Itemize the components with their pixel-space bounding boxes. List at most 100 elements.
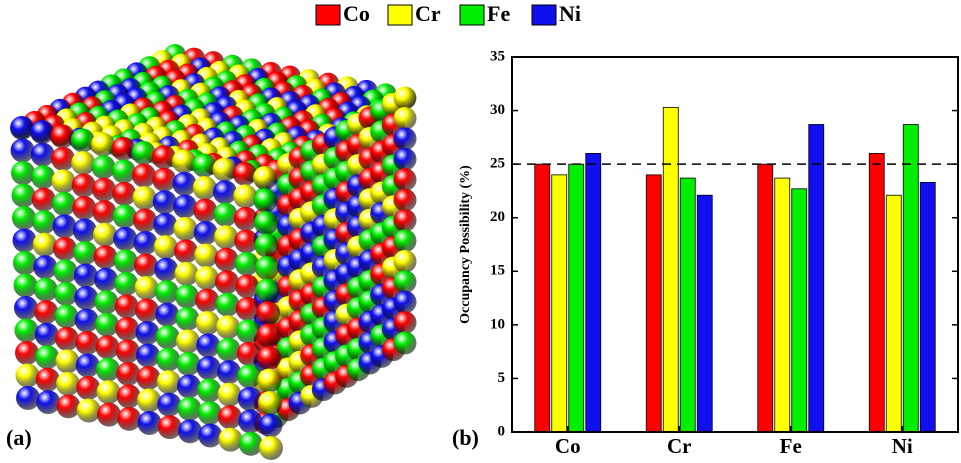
atom [72,174,96,198]
bar [569,164,584,432]
atom [394,189,417,212]
atom [173,194,197,218]
atom [135,276,159,300]
atom [97,403,121,427]
atom [137,389,161,413]
legend-swatch [388,5,412,25]
atom [96,358,120,382]
atom [75,331,99,355]
atom [94,268,118,292]
bar [758,164,773,432]
atom [258,391,282,415]
atom [113,227,137,251]
atom [177,352,201,376]
atom [32,210,56,234]
atom [51,124,75,148]
atom [132,164,156,188]
atom [236,319,260,343]
atom [134,254,158,278]
atom [77,399,101,423]
atom [217,338,241,362]
atom [257,346,281,370]
x-tick-label: Co [555,434,581,458]
y-tick-label: 35 [490,48,505,64]
atom [157,370,181,394]
atom [16,386,40,410]
atom [56,372,80,396]
atom [193,176,217,200]
atom [134,231,158,255]
atom [174,217,198,241]
atom [197,356,221,380]
bar [663,107,678,432]
y-tick-label: 15 [490,263,505,279]
atom [394,107,417,130]
atom [32,188,56,212]
atom [116,339,140,363]
atom [137,366,161,390]
atom [394,332,417,355]
atom [218,383,242,407]
atom [96,335,120,359]
atom [30,120,54,144]
atom [35,345,59,369]
atom [71,129,95,153]
panel-label: (a) [6,425,32,450]
atom [235,252,259,276]
atom [234,207,258,231]
atom [394,250,417,273]
legend-swatch [532,5,556,25]
atom [259,436,283,460]
atom [93,223,117,247]
atom [54,282,78,306]
atom [254,189,278,213]
atom [12,206,36,230]
atom [115,317,139,341]
atom [74,286,98,310]
atom [93,200,117,224]
panel-label: (b) [452,425,479,450]
y-axis-label: Occupancy Possibility (%) [458,165,473,324]
atom [256,279,280,303]
atom [218,405,242,429]
atom [53,237,77,261]
atom [136,321,160,345]
bar [535,164,550,432]
bar [809,125,824,433]
atom [155,280,179,304]
atom [95,290,119,314]
atom [234,229,258,253]
atom [92,178,116,202]
atom [76,376,100,400]
figure: (a) (b) CoCrFeNiOccupancy Possibility (%… [0,0,961,463]
atom [255,256,279,280]
y-tick-label: 30 [490,102,505,118]
legend-label: Co [343,1,370,26]
atom [72,196,96,220]
x-tick-label: Ni [892,434,913,458]
atom [52,169,76,193]
atom [71,151,95,175]
atom [172,149,196,173]
atom [197,379,221,403]
atom [194,221,218,245]
atom [215,248,239,272]
y-tick-label: 0 [498,423,506,439]
legend-swatch [460,5,484,25]
atom [116,362,140,386]
atom [233,162,257,186]
atom [152,145,176,169]
atom [34,300,58,324]
atom [194,244,218,268]
atom [95,313,119,337]
atom [15,319,39,343]
atom [13,229,37,253]
atom [198,401,222,425]
atom [11,161,35,185]
atom [94,245,118,269]
atom [257,324,281,348]
atom [91,133,115,157]
atom [195,266,219,290]
atom [196,334,220,358]
atom [73,241,97,265]
